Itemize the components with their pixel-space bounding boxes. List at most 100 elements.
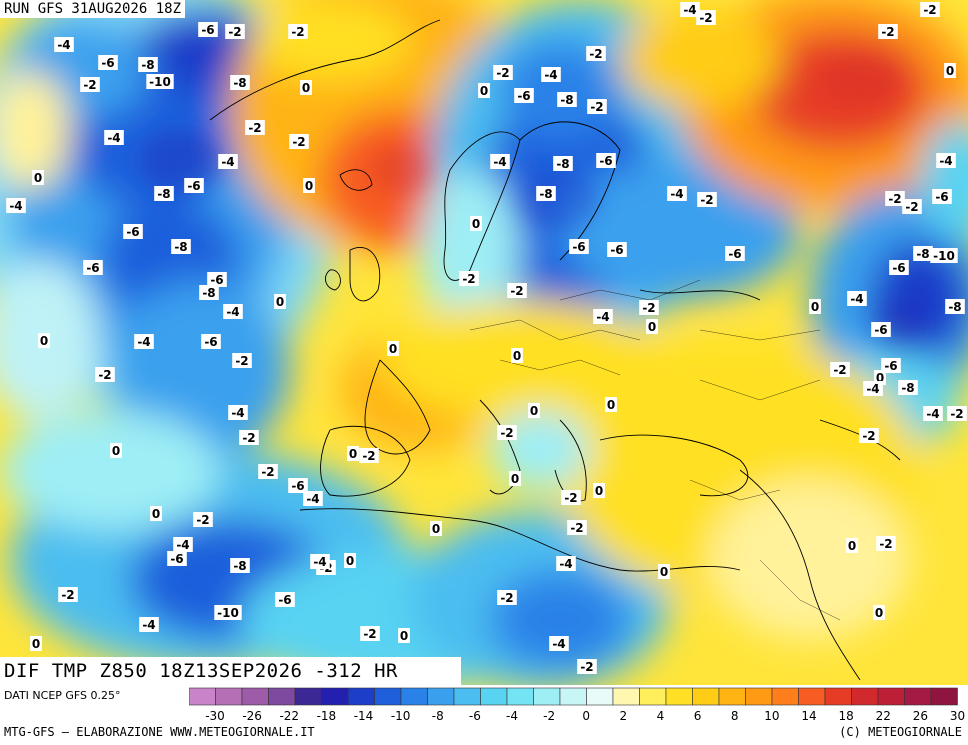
scale-swatch bbox=[427, 687, 455, 706]
contour-label: -4 bbox=[544, 68, 557, 82]
contour-label-bg bbox=[507, 283, 527, 298]
contour-label: -2 bbox=[642, 301, 655, 315]
contour-label-bg bbox=[541, 67, 561, 82]
contour-label: 0 bbox=[811, 300, 819, 314]
contour-label-bg bbox=[310, 554, 330, 569]
contour-label: -6 bbox=[86, 261, 99, 275]
contour-label: -6 bbox=[935, 190, 948, 204]
contour-label: -6 bbox=[201, 23, 214, 37]
scale-tick-label: -4 bbox=[506, 709, 518, 723]
contour-label-bg bbox=[605, 397, 617, 412]
contour-label-bg bbox=[511, 348, 523, 363]
contour-label-bg bbox=[889, 260, 909, 275]
scale-swatch bbox=[374, 687, 402, 706]
contour-label: -2 bbox=[261, 465, 274, 479]
contour-label: -2 bbox=[242, 431, 255, 445]
contour-label-bg bbox=[30, 636, 42, 651]
contour-label: 0 bbox=[876, 371, 884, 385]
contour-label-bg bbox=[514, 88, 534, 103]
contour-label-bg bbox=[38, 333, 50, 348]
contour-label-bg bbox=[239, 430, 259, 445]
contour-label: -2 bbox=[950, 407, 963, 421]
contour-label-bg bbox=[6, 198, 26, 213]
contour-label: 0 bbox=[511, 472, 519, 486]
scale-swatch bbox=[745, 687, 773, 706]
contour-label-bg bbox=[898, 380, 918, 395]
contour-label: -4 bbox=[493, 155, 506, 169]
scale-tick-label: 14 bbox=[801, 709, 816, 723]
contour-label-bg bbox=[587, 99, 607, 114]
contour-label-bg bbox=[509, 471, 521, 486]
contour-label-bg bbox=[639, 300, 659, 315]
scale-swatch bbox=[480, 687, 508, 706]
contour-label: -6 bbox=[517, 89, 530, 103]
contour-label: -4 bbox=[552, 637, 565, 651]
contour-label: -6 bbox=[170, 552, 183, 566]
contour-label: -4 bbox=[596, 310, 609, 324]
scale-swatch bbox=[930, 687, 958, 706]
contour-label-bg bbox=[83, 260, 103, 275]
scale-swatch bbox=[824, 687, 852, 706]
contour-labels: -4-2 -2-6 -8-10-2 -8 0-4-2-40-6-80-4-6-8-6-6… bbox=[6, 2, 967, 674]
contour-label: 0 bbox=[660, 565, 668, 579]
contour-label-bg bbox=[288, 478, 308, 493]
contour-label: -10 bbox=[217, 606, 239, 620]
contour-label-bg bbox=[945, 299, 965, 314]
contour-label: -2 bbox=[879, 537, 892, 551]
contour-label-bg bbox=[885, 191, 905, 206]
contour-label: -2 bbox=[462, 272, 475, 286]
scale-tick-label: 6 bbox=[694, 709, 702, 723]
contour-label-bg bbox=[104, 130, 124, 145]
contour-label-bg bbox=[878, 24, 898, 39]
contour-label-bg bbox=[528, 403, 540, 418]
contour-label-bg bbox=[193, 512, 213, 527]
contour-label-bg bbox=[300, 80, 312, 95]
scale-tick-label: 0 bbox=[582, 709, 590, 723]
contour-label: -6 bbox=[884, 359, 897, 373]
contour-label-bg bbox=[561, 490, 581, 505]
contour-label: -4 bbox=[226, 305, 239, 319]
contour-label: -8 bbox=[560, 93, 573, 107]
contour-label: -2 bbox=[888, 192, 901, 206]
contour-label-bg bbox=[360, 626, 380, 641]
contour-label-bg bbox=[876, 536, 896, 551]
contour-label: -4 bbox=[137, 335, 150, 349]
contour-label: 0 bbox=[346, 554, 354, 568]
contour-label-bg bbox=[646, 319, 658, 334]
contour-label-bg bbox=[459, 271, 479, 286]
scale-swatch bbox=[639, 687, 667, 706]
contour-label: -2 bbox=[61, 588, 74, 602]
contour-label: -2 bbox=[500, 426, 513, 440]
scale-swatch bbox=[612, 687, 640, 706]
contour-label: -6 bbox=[204, 335, 217, 349]
contour-label: -6 bbox=[599, 154, 612, 168]
contour-label-bg bbox=[232, 353, 252, 368]
contour-label-bg bbox=[593, 309, 613, 324]
contour-label-bg bbox=[493, 65, 513, 80]
contour-label-bg bbox=[430, 521, 442, 536]
contour-label-bg bbox=[930, 248, 958, 263]
contour-label-bg bbox=[258, 464, 278, 479]
contour-label-bg bbox=[863, 381, 883, 396]
copyright: (C) METEOGIORNALE bbox=[839, 725, 962, 739]
contour-label-bg bbox=[275, 592, 295, 607]
contour-label-bg bbox=[557, 92, 577, 107]
scale-tick-label: 8 bbox=[731, 709, 739, 723]
contour-label-bg bbox=[344, 553, 356, 568]
map-title: DIF TMP Z850 18Z13SEP2026 -312 HR bbox=[0, 657, 461, 685]
contour-label: -4 bbox=[670, 187, 683, 201]
contour-label-bg bbox=[228, 405, 248, 420]
anomaly-fields bbox=[0, 0, 968, 685]
scale-swatch bbox=[665, 687, 693, 706]
contour-label: -6 bbox=[210, 273, 223, 287]
scale-swatch bbox=[771, 687, 799, 706]
contour-label: -6 bbox=[572, 240, 585, 254]
contour-label-bg bbox=[809, 299, 821, 314]
contour-label-bg bbox=[556, 556, 576, 571]
contour-label: 0 bbox=[152, 507, 160, 521]
contour-label-bg bbox=[223, 304, 243, 319]
contour-label: -2 bbox=[196, 513, 209, 527]
contour-label-bg bbox=[947, 406, 967, 421]
contour-label-bg bbox=[207, 272, 227, 287]
scale-swatch bbox=[904, 687, 932, 706]
